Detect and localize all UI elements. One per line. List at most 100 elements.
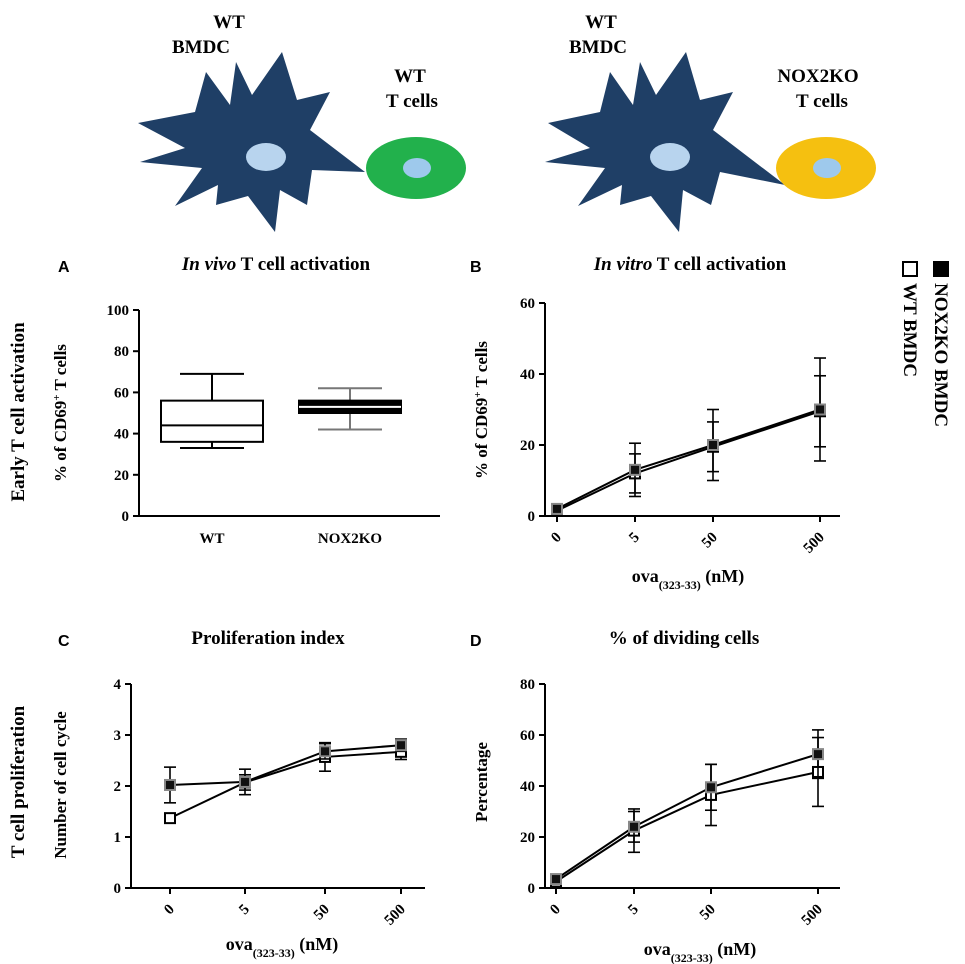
- panel-a-ylabel-post: T cells: [51, 344, 70, 395]
- panel-c-ylabel: Number of cell cycle: [51, 711, 70, 859]
- legend-label-wt: WT BMDC: [899, 283, 920, 377]
- left-dc-label-1: WT: [213, 12, 245, 33]
- panel-d-ylabel: Percentage: [472, 742, 491, 822]
- panel-b-ylabel-sup: +: [472, 391, 484, 397]
- panel-a-ylabel: % of CD69+ T cells: [51, 344, 70, 482]
- panel-b-title-italic: In vitro: [593, 254, 653, 275]
- panel-d-title: % of dividing cells: [609, 628, 759, 649]
- panel-a-xtick-label-0: WT: [199, 531, 224, 547]
- right-dc-label-2: BMDC: [569, 37, 627, 58]
- schematic-left: WT BMDC WT T cells: [138, 12, 466, 232]
- panel-b-line-wt: [556, 410, 821, 512]
- panel-d-xlabel-post: (nM): [713, 939, 757, 960]
- panel-a-chart: In vivo T cell activation % of CD69+ T c…: [51, 254, 440, 547]
- panel-b-ylabel: % of CD69+ T cells: [472, 341, 491, 479]
- panel-c-ytick-label-0: 0: [114, 881, 122, 897]
- panel-b-title-rest: T cell activation: [652, 254, 786, 275]
- panel-b-xtick-label-2: 50: [699, 530, 721, 552]
- panel-letter-a: A: [58, 259, 70, 276]
- panel-b-xlabel-post: (nM): [701, 566, 745, 587]
- panel-d-ytick-label-4: 80: [520, 677, 535, 693]
- panel-b-ytick-label-2: 40: [520, 367, 535, 383]
- panel-c-xtick-label-3: 500: [382, 902, 409, 929]
- panel-a-title-italic: In vivo: [181, 254, 236, 275]
- panel-c-line-nox2ko: [169, 744, 402, 786]
- panel-d-xtick-label-0: 0: [547, 902, 564, 919]
- panel-b-ytick-label-3: 60: [520, 296, 535, 312]
- schematic-right: WT BMDC NOX2KO T cells: [545, 12, 876, 232]
- row-label-proliferation: T cell proliferation: [8, 705, 29, 858]
- left-dendritic-cell: [138, 52, 365, 232]
- panel-c-xlabel: ova(323-33) (nM): [226, 934, 339, 960]
- panel-c-title: Proliferation index: [191, 628, 345, 649]
- panel-a-ytick-label-2: 40: [114, 427, 129, 443]
- panel-b-ylabel-post: T cells: [472, 341, 491, 392]
- panel-c-ytick-label-1: 1: [114, 830, 122, 846]
- panel-letter-b: B: [470, 259, 482, 276]
- panel-c-ytick-label-2: 2: [114, 779, 122, 795]
- panel-b-title: In vitro T cell activation: [593, 254, 787, 275]
- panel-c-point-nox2ko-3: [395, 739, 407, 752]
- left-tcell-label-1: WT: [394, 66, 426, 87]
- panel-a-title: In vivo T cell activation: [181, 254, 371, 275]
- right-nox2ko-tcell-nucleus: [813, 158, 841, 178]
- panel-c-xtick-label-0: 0: [161, 902, 178, 919]
- legend: NOX2KO BMDC WT BMDC: [899, 261, 951, 427]
- panel-d-xlabel-sub: (323-33): [671, 951, 713, 964]
- panel-d-xtick-label-2: 50: [697, 902, 719, 924]
- panel-b-ytick-label-1: 20: [520, 438, 535, 454]
- panel-a-ylabel-pre: % of CD69: [51, 401, 70, 482]
- panel-b-point-nox2ko-0: [551, 502, 563, 515]
- panel-c-xtick-label-2: 50: [311, 902, 333, 924]
- panel-c-point-nox2ko-2: [319, 745, 331, 758]
- panel-b-xtick-label-0: 0: [548, 530, 565, 547]
- right-dc-label-1: WT: [585, 12, 617, 33]
- panel-a-ytick-label-5: 100: [107, 303, 130, 319]
- panel-d-chart: % of dividing cells Percentage 0 20 40 60 80…: [472, 628, 840, 964]
- panel-a-ytick-label-3: 60: [114, 385, 129, 401]
- panel-c-point-wt-0: [164, 812, 176, 825]
- panel-a-xtick-label-1: NOX2KO: [318, 531, 382, 547]
- right-dc-nucleus: [650, 143, 690, 171]
- panel-b-xtick-label-1: 5: [626, 530, 643, 547]
- panel-c-xlabel-pre: ova: [226, 934, 253, 954]
- panel-c-ytick-label-4: 4: [114, 677, 122, 693]
- panel-b-line-nox2ko: [556, 408, 821, 510]
- panel-b-point-nox2ko-3: [814, 403, 826, 416]
- right-dendritic-cell: [545, 52, 785, 232]
- panel-d-line-wt: [555, 770, 819, 883]
- right-tcell-label-1: NOX2KO: [777, 66, 858, 87]
- legend-marker-nox2ko: [933, 261, 949, 277]
- panel-d-xlabel-pre: ova: [644, 939, 671, 959]
- panel-b-point-nox2ko-2: [707, 439, 719, 451]
- left-dc-label-2: BMDC: [172, 37, 230, 58]
- panel-d-xtick-label-1: 5: [625, 902, 642, 919]
- panel-b-ytick-label-0: 0: [528, 509, 536, 525]
- panel-a-ytick-label-1: 20: [114, 468, 129, 484]
- panel-a-ytick-label-0: 0: [122, 509, 130, 525]
- panel-d-point-nox2ko-1: [628, 820, 640, 833]
- left-dc-nucleus: [246, 143, 286, 171]
- panel-c-line-wt: [169, 750, 402, 820]
- panel-c-xlabel-sub: (323-33): [253, 946, 295, 960]
- row-label-activation: Early T cell activation: [8, 322, 29, 502]
- panel-c-xlabel-post: (nM): [295, 934, 339, 955]
- panel-d-point-nox2ko-2: [705, 781, 717, 794]
- panel-c-xtick-label-1: 5: [236, 902, 253, 919]
- panel-d-point-nox2ko-3: [812, 748, 824, 761]
- panel-d-xtick-label-3: 500: [799, 902, 826, 929]
- panel-b-ylabel-pre: % of CD69: [472, 398, 491, 479]
- panel-c-chart: Proliferation index Number of cell cycle…: [51, 628, 425, 960]
- panel-c-ytick-label-3: 3: [114, 728, 122, 744]
- panel-d-point-nox2ko-0: [550, 873, 562, 886]
- panel-d-xlabel: ova(323-33) (nM): [644, 939, 757, 964]
- panel-b-xtick-label-3: 500: [801, 530, 828, 557]
- panel-b-xlabel-sub: (323-33): [659, 578, 701, 592]
- legend-marker-wt: [902, 261, 918, 277]
- panel-d-ytick-label-1: 20: [520, 830, 535, 846]
- panel-d-ytick-label-2: 40: [520, 779, 535, 795]
- panel-b-chart: In vitro T cell activation % of CD69+ T …: [472, 254, 840, 592]
- panel-a-title-rest: T cell activation: [236, 254, 370, 275]
- panel-a-ytick-label-4: 80: [114, 344, 129, 360]
